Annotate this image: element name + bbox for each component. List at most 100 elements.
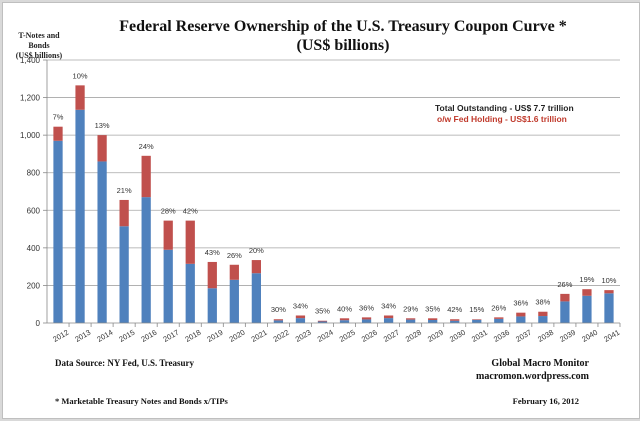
chart-title: Federal Reserve Ownership of the U.S. Tr… bbox=[83, 17, 603, 55]
y-axis-label-line-1: T-Notes and Bonds bbox=[18, 31, 60, 50]
x-tick-label: 2016 bbox=[139, 328, 158, 344]
y-tick-label: 400 bbox=[27, 244, 41, 253]
bar-fed bbox=[141, 155, 151, 198]
data-label: 15% bbox=[469, 305, 484, 314]
x-tick-label: 2013 bbox=[73, 328, 92, 344]
bar-non-fed bbox=[450, 320, 460, 323]
bar-non-fed bbox=[582, 295, 592, 323]
x-tick-label: 2023 bbox=[294, 328, 313, 344]
data-labels: 7% 10% 13% 21% 24% 28% 42% 43% 26% 20% 30% 34% 35% 40… bbox=[53, 71, 617, 315]
bar-fed bbox=[75, 85, 85, 110]
y-tick-label: 800 bbox=[27, 169, 41, 178]
bar-non-fed bbox=[604, 293, 614, 323]
bar-non-fed bbox=[494, 318, 504, 323]
bar-fed bbox=[383, 315, 394, 319]
data-label: 28% bbox=[161, 207, 176, 216]
x-tick-label: 2036 bbox=[492, 328, 511, 344]
bar-non-fed bbox=[538, 316, 548, 323]
data-label: 7% bbox=[53, 113, 64, 122]
x-tick-label: 2025 bbox=[338, 328, 357, 344]
footnote: * Marketable Treasury Notes and Bonds x/… bbox=[55, 396, 228, 406]
bar-fed bbox=[538, 311, 548, 317]
bar-non-fed bbox=[406, 319, 416, 323]
data-label: 26% bbox=[227, 251, 242, 260]
data-label: 30% bbox=[271, 305, 286, 314]
bar-fed bbox=[229, 264, 239, 280]
y-axis-ticks: 0 200 400 600 800 1,000 1,200 1,400 bbox=[20, 56, 48, 328]
x-tick-label: 2022 bbox=[272, 328, 291, 344]
bar-non-fed bbox=[317, 321, 328, 323]
bar-fed bbox=[185, 220, 195, 264]
y-tick-label: 200 bbox=[27, 281, 41, 290]
bar-non-fed bbox=[516, 316, 526, 323]
bar-non-fed bbox=[119, 226, 129, 323]
data-label: 24% bbox=[139, 142, 154, 151]
bar-non-fed bbox=[53, 140, 63, 323]
data-label: 36% bbox=[513, 299, 528, 308]
data-label: 42% bbox=[447, 305, 462, 314]
x-axis-ticks: 2012 2013 2014 2015 2016 2017 2018 2019 2020 2021… bbox=[47, 322, 621, 344]
data-label: 35% bbox=[315, 307, 330, 316]
annotation-box: Total Outstanding - US$ 7.7 trillion o/w… bbox=[435, 103, 574, 125]
x-tick-label: 2024 bbox=[316, 328, 335, 344]
bar-non-fed bbox=[273, 320, 284, 323]
brand-site: macromon.wordpress.com bbox=[476, 371, 589, 382]
bars bbox=[53, 85, 614, 324]
y-tick-label: 1,200 bbox=[20, 94, 41, 103]
bar-fed bbox=[406, 318, 416, 320]
bar-non-fed bbox=[339, 320, 350, 323]
bar-fed bbox=[582, 289, 592, 296]
x-tick-label: 2028 bbox=[404, 328, 423, 344]
bar-fed bbox=[163, 220, 173, 250]
data-label: 35% bbox=[425, 304, 440, 313]
bar-non-fed bbox=[75, 109, 85, 324]
x-tick-label: 2029 bbox=[426, 328, 445, 344]
x-tick-label: 2030 bbox=[448, 328, 467, 344]
data-label: 40% bbox=[337, 304, 352, 313]
x-tick-label: 2038 bbox=[536, 328, 555, 344]
bar-fed bbox=[560, 293, 570, 302]
x-tick-label: 2040 bbox=[580, 328, 599, 344]
data-label: 26% bbox=[491, 303, 506, 312]
x-tick-label: 2041 bbox=[602, 328, 621, 344]
x-tick-label: 2026 bbox=[360, 328, 379, 344]
x-tick-label: 2037 bbox=[514, 328, 533, 344]
bar-chart: 0 200 400 600 800 1,000 1,200 1,400 7% 10% 13% 21%… bbox=[20, 56, 621, 344]
annotation-fed-holding: o/w Fed Holding - US$1.6 trillion bbox=[437, 114, 567, 124]
data-label: 19% bbox=[579, 275, 594, 284]
data-label: 10% bbox=[73, 71, 88, 80]
data-label: 36% bbox=[359, 303, 374, 312]
bar-non-fed bbox=[295, 318, 306, 323]
title-line-2: (US$ billions) bbox=[296, 37, 390, 54]
bar-non-fed bbox=[383, 318, 394, 323]
data-label: 34% bbox=[381, 301, 396, 310]
y-tick-label: 1,400 bbox=[20, 56, 41, 65]
brand-name: Global Macro Monitor bbox=[491, 358, 589, 369]
bar-fed bbox=[97, 135, 107, 162]
bar-fed bbox=[428, 318, 438, 320]
bar-non-fed bbox=[207, 288, 217, 323]
bar-non-fed bbox=[97, 161, 107, 323]
bar-non-fed bbox=[361, 319, 372, 323]
bar-fed bbox=[295, 315, 306, 319]
title-line-1: Federal Reserve Ownership of the U.S. Tr… bbox=[119, 18, 567, 35]
data-label: 29% bbox=[403, 304, 418, 313]
y-tick-label: 1,000 bbox=[20, 131, 41, 140]
bar-fed bbox=[273, 319, 284, 321]
bar-fed bbox=[516, 312, 526, 317]
x-tick-label: 2014 bbox=[95, 328, 114, 344]
brand-block: Global Macro Monitor macromon.wordpress.… bbox=[476, 357, 589, 383]
bar-non-fed bbox=[141, 197, 151, 323]
data-label: 42% bbox=[183, 207, 198, 216]
y-tick-label: 0 bbox=[36, 319, 41, 328]
bar-fed bbox=[251, 260, 261, 274]
bar-fed bbox=[494, 317, 504, 319]
data-source: Data Source: NY Fed, U.S. Treasury bbox=[55, 358, 194, 368]
bar-fed bbox=[119, 199, 129, 227]
data-label: 13% bbox=[95, 121, 110, 130]
data-label: 38% bbox=[535, 298, 550, 307]
chart-date: February 16, 2012 bbox=[512, 396, 579, 406]
y-axis-label-line-2: (US$ billions) bbox=[15, 51, 63, 60]
bar-non-fed bbox=[251, 273, 261, 323]
